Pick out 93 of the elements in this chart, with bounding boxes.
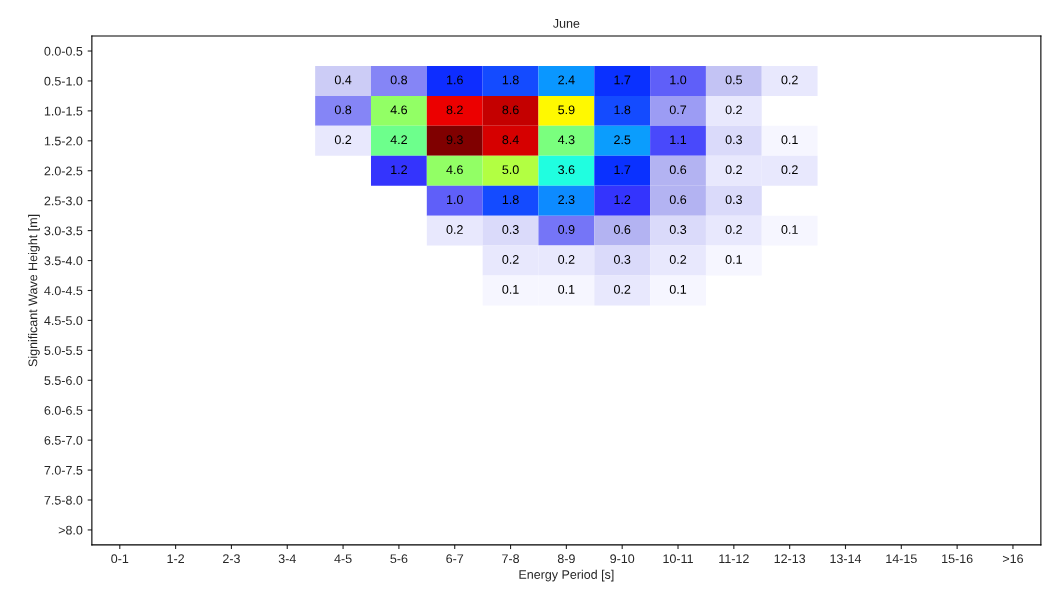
y-axis-title: Significant Wave Height [m] <box>28 214 40 367</box>
data-label: 0.3 <box>613 255 631 264</box>
data-label: 0.2 <box>446 225 463 234</box>
data-label: 1.6 <box>446 75 463 85</box>
data-label: 0.2 <box>725 225 742 234</box>
data-label: 0.1 <box>781 135 798 145</box>
data-label: 5.0 <box>502 165 519 175</box>
data-label: 2.3 <box>558 195 575 205</box>
data-label: 1.1 <box>670 135 687 145</box>
data-label: 8.6 <box>502 105 519 115</box>
data-label: 0.2 <box>781 165 798 175</box>
y-tick-label: 4.0-4.5 <box>44 286 83 296</box>
data-label: 2.5 <box>614 135 631 145</box>
data-label: 1.7 <box>614 165 631 174</box>
data-label: 0.1 <box>669 284 687 294</box>
y-tick-label: 7.5-8.0 <box>44 495 83 505</box>
data-label: 4.6 <box>446 165 463 175</box>
data-label: 1.2 <box>614 195 631 204</box>
data-label: 0.2 <box>669 255 687 264</box>
data-label: 0.1 <box>502 284 519 294</box>
y-tick-label: 1.0-1.5 <box>44 106 83 116</box>
data-label: 0.3 <box>502 225 519 234</box>
data-label: 4.6 <box>390 105 408 115</box>
data-label: 9.3 <box>446 135 463 145</box>
data-label: 0.1 <box>725 255 742 264</box>
x-tick-label: 7-8 <box>502 554 520 564</box>
data-label: 0.2 <box>725 105 742 115</box>
y-tick-label: 4.5-5.0 <box>44 316 83 326</box>
x-axis-title: Energy Period [s] <box>519 569 614 582</box>
y-tick-label: 0.0-0.5 <box>44 46 83 56</box>
data-label: 4.2 <box>390 135 407 145</box>
x-tick-label: >16 <box>1002 554 1024 564</box>
x-tick-label: 6-7 <box>446 554 464 564</box>
y-tick-label: 2.5-3.0 <box>44 196 83 206</box>
data-label: 0.4 <box>334 75 352 85</box>
y-tick-label: 3.5-4.0 <box>44 256 83 266</box>
data-label: 2.4 <box>558 75 575 85</box>
data-label: 0.5 <box>725 75 743 85</box>
data-label: 0.8 <box>390 75 408 85</box>
y-tick-label: 6.0-6.5 <box>44 406 83 415</box>
data-label: 0.9 <box>558 225 575 234</box>
y-tick-label: 2.0-2.5 <box>44 166 83 176</box>
data-label: 0.1 <box>781 225 798 234</box>
y-tick-label: >8.0 <box>58 525 83 535</box>
data-label: 0.2 <box>558 255 575 264</box>
data-label: 0.2 <box>502 255 519 264</box>
x-tick-label: 11-12 <box>719 554 749 563</box>
data-label: 1.0 <box>670 75 687 85</box>
data-label: 0.2 <box>334 135 352 145</box>
y-tick-label: 0.5-1.0 <box>44 76 83 86</box>
y-tick-label: 5.5-6.0 <box>44 376 83 385</box>
data-label: 0.2 <box>725 165 742 175</box>
x-tick-label: 1-2 <box>167 554 185 563</box>
data-label: 1.2 <box>391 165 407 174</box>
data-label: 0.6 <box>613 225 631 234</box>
y-tick-label: 6.5-7.0 <box>44 435 83 445</box>
data-label: 0.6 <box>669 195 687 205</box>
data-label: 8.4 <box>502 135 519 145</box>
data-label: 5.9 <box>558 105 575 115</box>
data-label: 4.3 <box>557 135 575 145</box>
data-label: 0.2 <box>781 75 798 85</box>
data-label: 1.7 <box>614 75 631 85</box>
x-tick-label: 13-14 <box>830 554 862 564</box>
x-tick-label: 2-3 <box>223 554 240 564</box>
data-label: 1.8 <box>502 75 519 85</box>
chart-title: June <box>553 19 580 28</box>
data-label: 0.3 <box>725 195 742 205</box>
data-label: 0.3 <box>725 135 742 145</box>
y-tick-label: 1.5-2.0 <box>44 136 83 146</box>
y-tick-label: 3.0-3.5 <box>44 226 83 236</box>
data-label: 3.6 <box>558 165 575 175</box>
x-tick-label: 15-16 <box>942 554 973 564</box>
data-label: 0.2 <box>613 284 631 294</box>
x-tick-label: 14-15 <box>886 554 917 564</box>
data-label: 0.8 <box>334 105 352 115</box>
x-tick-label: 9-10 <box>610 554 635 564</box>
x-tick-label: 10-11 <box>663 554 693 564</box>
data-label: 0.6 <box>669 165 687 175</box>
y-tick-label: 5.0-5.5 <box>44 346 83 355</box>
y-tick-label: 7.0-7.5 <box>44 465 83 475</box>
data-label: 0.1 <box>558 284 575 294</box>
data-label: 0.3 <box>669 225 687 234</box>
x-tick-label: 0-1 <box>111 554 129 564</box>
data-label: 1.0 <box>446 195 463 205</box>
x-tick-label: 3-4 <box>278 554 296 564</box>
x-tick-label: 4-5 <box>334 554 352 564</box>
data-label: 1.8 <box>502 195 519 205</box>
data-label: 0.7 <box>669 105 687 115</box>
data-label: 8.2 <box>446 105 463 115</box>
x-tick-label: 8-9 <box>557 554 575 564</box>
data-label: 1.8 <box>614 105 631 115</box>
x-tick-label: 5-6 <box>390 554 408 564</box>
x-tick-label: 12-13 <box>774 554 806 564</box>
